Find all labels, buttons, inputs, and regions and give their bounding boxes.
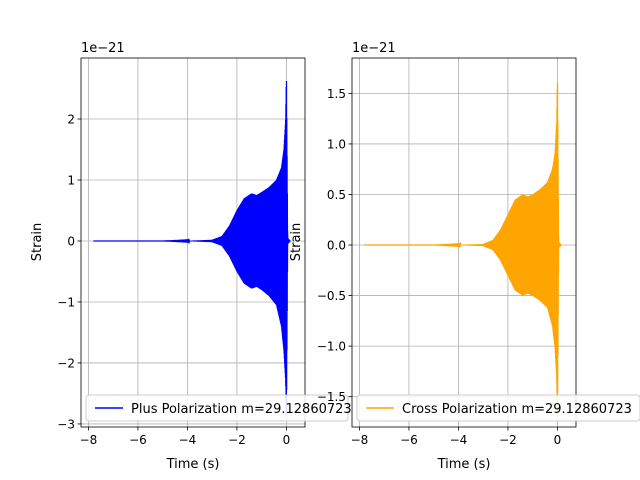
cross-axes-frame <box>351 57 577 428</box>
plus-polarization-series <box>93 81 291 414</box>
plus-y-tick-label: 2 <box>67 112 75 126</box>
plus-polarization-panel: −8 −6 −4 −2 0 −3 −2 −1 0 1 2 1e−21 Time (s) Strain… <box>30 41 352 472</box>
plus-axes-frame <box>80 57 306 428</box>
cross-y-tick-label: −0.5 <box>317 289 346 303</box>
plus-x-tick-label: 0 <box>283 433 291 447</box>
cross-x-tick-label: −4 <box>450 433 468 447</box>
plus-legend-label: Plus Polarization m=29.12860723 <box>131 402 352 417</box>
cross-polarization-series <box>364 83 562 417</box>
plus-x-tick-label: −4 <box>179 433 197 447</box>
plus-y-axis-label: Strain <box>30 223 45 262</box>
plus-legend-box <box>85 394 349 422</box>
cross-x-axis-label: Time (s) <box>437 457 491 472</box>
plus-y-tick-label: 0 <box>67 234 75 248</box>
cross-polarization-panel: −8 −6 −4 −2 0−1.5−1.0−0.50.00.51.01.5 1e−21 … <box>289 41 640 472</box>
cross-x-tick-label: −8 <box>351 433 369 447</box>
plus-x-tick-label: −6 <box>129 433 147 447</box>
cross-x-tick-label: −2 <box>499 433 517 447</box>
cross-y-tick-label: −1.0 <box>317 340 346 354</box>
plus-offset-label: 1e−21 <box>81 41 125 56</box>
plus-x-axis-label: Time (s) <box>166 457 220 472</box>
plus-x-tick-label: −8 <box>80 433 98 447</box>
cross-y-tick-label: −1.5 <box>317 390 346 404</box>
cross-y-tick-label: 1.0 <box>327 137 346 151</box>
cross-legend-box <box>356 394 640 422</box>
cross-x-tick-label: −6 <box>400 433 418 447</box>
cross-x-tick-label: 0 <box>554 433 562 447</box>
cross-legend-label: Cross Polarization m=29.12860723 <box>402 402 632 417</box>
plus-y-tick-label: 1 <box>67 173 75 187</box>
plus-x-tick-label: −2 <box>228 433 246 447</box>
cross-y-axis-label: Strain <box>289 223 304 262</box>
plus-y-tick-label: −1 <box>57 295 75 309</box>
plus-y-tick-label: −3 <box>57 417 75 431</box>
cross-legend: Cross Polarization m=29.12860723 <box>356 394 640 422</box>
cross-offset-label: 1e−21 <box>352 41 396 56</box>
plus-y-tick-label: −2 <box>57 356 75 370</box>
cross-y-tick-label: 0.0 <box>327 239 346 253</box>
cross-y-tick-label: 0.5 <box>327 188 346 202</box>
plus-legend: Plus Polarization m=29.12860723 <box>85 394 352 422</box>
cross-y-tick-label: 1.5 <box>327 87 346 101</box>
